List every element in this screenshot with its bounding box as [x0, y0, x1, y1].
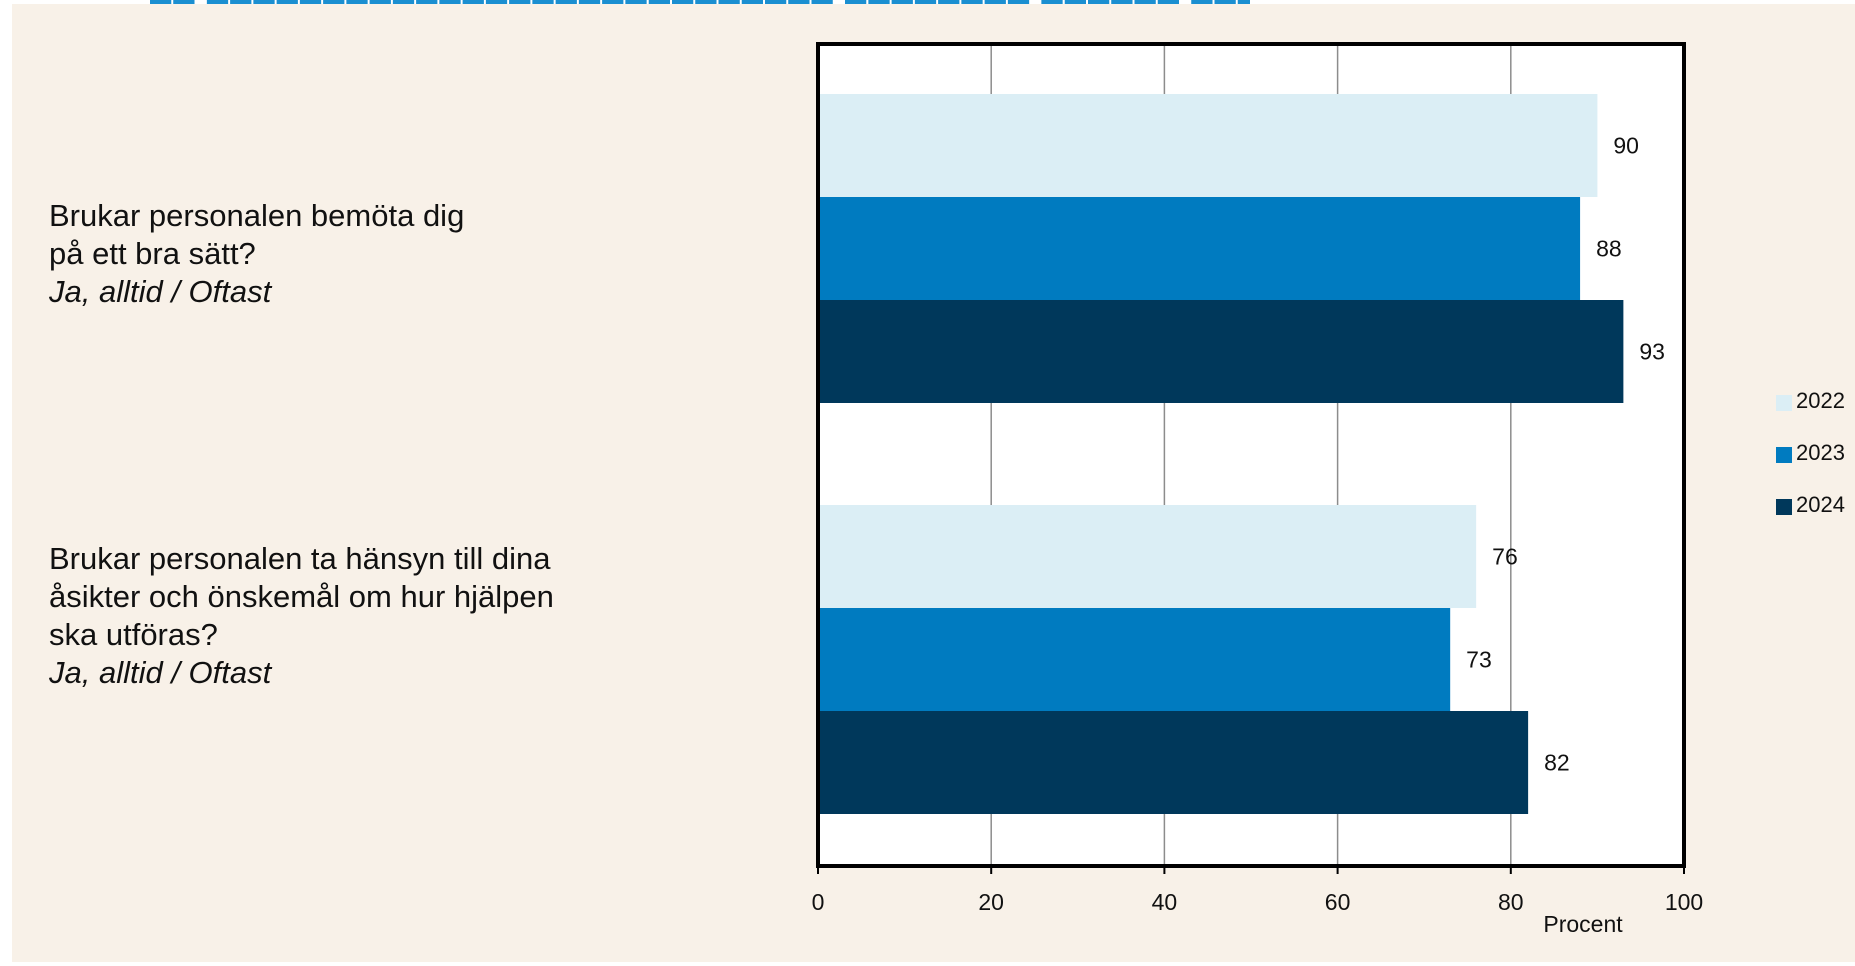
bar-2023-0	[818, 197, 1581, 300]
x-axis-label: Procent	[1543, 911, 1623, 937]
category-label-treatment: Brukar personalen bemöta dig på ett bra …	[49, 197, 669, 311]
legend-swatch	[1776, 447, 1792, 463]
bar-2023-1	[818, 608, 1451, 711]
clipped-title-decoration: ▄▄ ▄▄▄▄▄▄▄▄▄▄▄▄▄▄▄▄▄▄▄▄▄▄▄▄▄▄▄ ▄▄▄▄▄▄▄▄ …	[150, 0, 1250, 4]
legend-item-2023: 2023	[1776, 439, 1855, 491]
bar-2022-0	[818, 94, 1598, 197]
bar-2022-1	[818, 505, 1477, 608]
plot-frame	[816, 42, 1686, 868]
category-label-line: Brukar personalen bemöta dig	[49, 198, 465, 233]
category-label-consideration: Brukar personalen ta hänsyn till dina ås…	[49, 540, 669, 692]
category-label-line: Brukar personalen ta hänsyn till dina	[49, 541, 551, 576]
legend-item-2022: 2022	[1776, 387, 1855, 439]
data-label: 93	[1639, 339, 1665, 365]
category-qualifier: Ja, alltid / Oftast	[49, 655, 272, 690]
tick-label: 0	[812, 889, 825, 915]
tick-label: 100	[1665, 889, 1703, 915]
category-qualifier: Ja, alltid / Oftast	[49, 274, 272, 309]
legend-swatch	[1776, 395, 1792, 411]
legend: 2022 2023 2024	[1776, 387, 1855, 543]
tick-label: 80	[1498, 889, 1524, 915]
bar-2024-0	[818, 300, 1624, 403]
data-label: 82	[1544, 750, 1570, 776]
tick-label: 20	[978, 889, 1004, 915]
legend-label: 2024	[1796, 492, 1845, 517]
tick-label: 40	[1152, 889, 1178, 915]
data-label: 90	[1613, 133, 1639, 159]
bar-2024-1	[818, 711, 1529, 814]
data-label: 73	[1466, 647, 1492, 673]
category-label-line: ska utföras?	[49, 617, 218, 652]
legend-item-2024: 2024	[1776, 491, 1855, 543]
category-label-line: åsikter och önskemål om hur hjälpen	[49, 579, 554, 614]
legend-label: 2022	[1796, 388, 1845, 413]
category-label-line: på ett bra sätt?	[49, 236, 256, 271]
data-label: 88	[1596, 236, 1622, 262]
legend-label: 2023	[1796, 440, 1845, 465]
legend-swatch	[1776, 499, 1792, 515]
tick-label: 60	[1325, 889, 1351, 915]
data-label: 76	[1492, 544, 1518, 570]
